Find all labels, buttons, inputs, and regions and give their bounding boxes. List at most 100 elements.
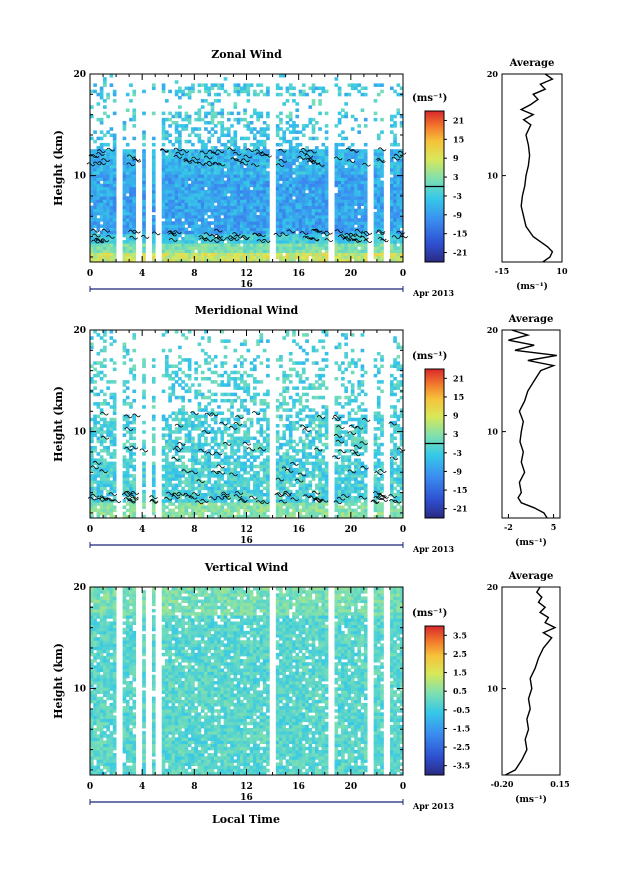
heatmap-cell [197, 133, 202, 138]
heatmap-cell [341, 255, 345, 260]
heatmap-cell [360, 208, 365, 213]
heatmap-cell [230, 205, 234, 210]
heatmap-cell [103, 339, 107, 343]
heatmap-cell [187, 246, 192, 250]
heatmap-cell [197, 436, 202, 441]
heatmap-cell [236, 174, 241, 178]
heatmap-cell [99, 86, 104, 91]
heatmap-cell [393, 230, 397, 235]
heatmap-cell [103, 208, 107, 213]
heatmap-cell [275, 196, 280, 200]
heatmap-cell [125, 458, 130, 462]
heatmap-cell [220, 249, 225, 253]
heatmap-cell [311, 117, 316, 122]
heatmap-cell [389, 221, 394, 225]
heatmap-cell [246, 196, 251, 200]
heatmap-cell [194, 211, 198, 216]
heatmap-cell [223, 227, 228, 232]
heatmap-cell [184, 149, 189, 153]
heatmap-cell [207, 249, 212, 253]
heatmap-cell [174, 208, 179, 213]
heatmap-cell [226, 139, 231, 144]
heatmap-cell [318, 258, 322, 263]
heatmap-cell [246, 205, 251, 210]
heatmap-cell [112, 408, 117, 412]
heatmap-cell [295, 255, 300, 260]
heatmap-cell [318, 155, 322, 159]
heatmap-cell [99, 492, 104, 497]
heatmap-cell [239, 186, 244, 191]
heatmap-cell [106, 430, 110, 434]
heatmap-cell [389, 180, 394, 185]
heatmap-cell [129, 508, 133, 513]
heatmap-cell [220, 114, 225, 119]
heatmap-cell [194, 196, 198, 200]
heatmap-cell [256, 142, 260, 147]
heatmap-cell [99, 442, 104, 447]
heatmap-cell [200, 233, 205, 238]
heatmap-cell [305, 180, 309, 185]
heatmap-cell [174, 193, 179, 197]
heatmap-cell [236, 436, 241, 441]
heatmap-cell [109, 168, 114, 172]
heatmap-cell [125, 142, 130, 147]
heatmap-cell [187, 174, 192, 178]
heatmap-cell [305, 168, 309, 172]
heatmap-cell [295, 164, 300, 169]
heatmap-cell [373, 211, 378, 216]
heatmap-cell [223, 480, 228, 484]
heatmap-cell [168, 511, 172, 516]
heatmap-cell [292, 177, 296, 181]
heatmap-cell [301, 215, 306, 219]
heatmap-cell [223, 361, 228, 365]
heatmap-cell [194, 377, 198, 381]
heatmap-cell [122, 445, 127, 450]
heatmap-cell [341, 158, 345, 163]
heatmap-cell [191, 199, 195, 203]
heatmap-cell [181, 177, 185, 181]
heatmap-cell [122, 240, 127, 244]
heatmap-cell [168, 180, 172, 185]
heatmap-cell [226, 202, 231, 206]
heatmap-cell [288, 230, 293, 235]
heatmap-cell [125, 477, 130, 481]
heatmap-cell [236, 508, 241, 513]
heatmap-cell [125, 417, 130, 422]
heatmap-cell [103, 105, 107, 109]
heatmap-cell [360, 186, 365, 191]
heatmap-cell [90, 224, 94, 228]
heatmap-cell [168, 445, 172, 450]
heatmap-cell [204, 86, 208, 91]
heatmap-cell [363, 142, 368, 147]
heatmap-cell [178, 243, 182, 247]
heatmap-cell [380, 171, 384, 175]
heatmap-cell [262, 139, 267, 144]
heatmap-cell [204, 218, 208, 222]
heatmap-cell [181, 243, 185, 247]
heatmap-cell [318, 218, 322, 222]
heatmap-cell [373, 149, 378, 153]
heatmap-cell [262, 205, 267, 210]
heatmap-cell [213, 414, 218, 419]
heatmap-cell [142, 149, 146, 153]
heatmap-cell [311, 196, 316, 200]
heatmap-cell [318, 164, 322, 169]
heatmap-cell [223, 252, 228, 257]
heatmap-cell [125, 351, 130, 356]
heatmap-cell [249, 449, 254, 453]
heatmap-cell [129, 240, 133, 244]
heatmap-cell [129, 511, 133, 516]
heatmap-cell [217, 383, 221, 387]
heatmap-cell [266, 249, 270, 253]
heatmap-cell [106, 189, 110, 194]
heatmap-cell [210, 436, 215, 441]
heatmap-cell [285, 249, 290, 253]
heatmap-cell [142, 189, 146, 194]
x-tick-label: 0 [87, 269, 93, 279]
heatmap-cell [285, 171, 290, 175]
heatmap-cell [204, 377, 208, 381]
heatmap-cell [220, 155, 225, 159]
heatmap-cell [191, 186, 195, 191]
heatmap-cell [292, 205, 296, 210]
heatmap-cell [171, 202, 176, 206]
